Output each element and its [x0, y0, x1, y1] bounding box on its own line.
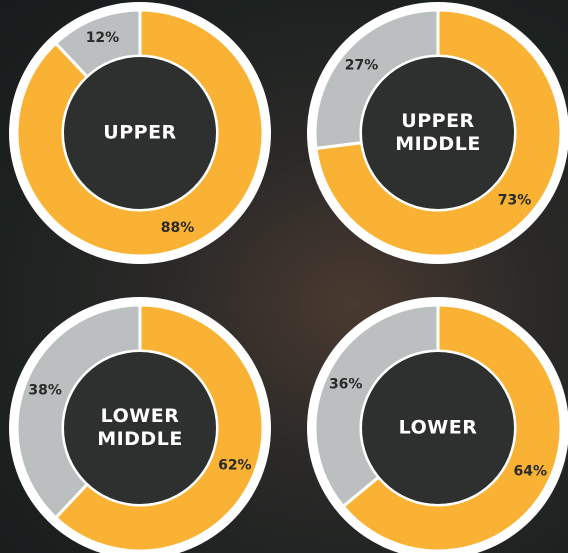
- value-label: 88%: [161, 220, 195, 236]
- value-label: 64%: [514, 463, 548, 479]
- value-label: 73%: [498, 192, 532, 208]
- donut-charts: 88% 12% 73% 27% 62% 38% 64% 36%: [0, 0, 568, 553]
- value-label: 38%: [28, 382, 62, 398]
- donut-title: UPPER MIDDLE: [383, 110, 493, 156]
- value-label: 27%: [345, 58, 379, 74]
- page: 88%12%73%27%62%38%64%36% (() => { const …: [0, 0, 568, 553]
- donut-title: LOWER: [383, 417, 493, 440]
- value-label: 36%: [329, 377, 363, 393]
- value-label: 62%: [218, 458, 252, 474]
- donut-title: LOWER MIDDLE: [85, 405, 195, 451]
- donut-title: UPPER: [85, 122, 195, 145]
- value-label: 12%: [86, 30, 120, 46]
